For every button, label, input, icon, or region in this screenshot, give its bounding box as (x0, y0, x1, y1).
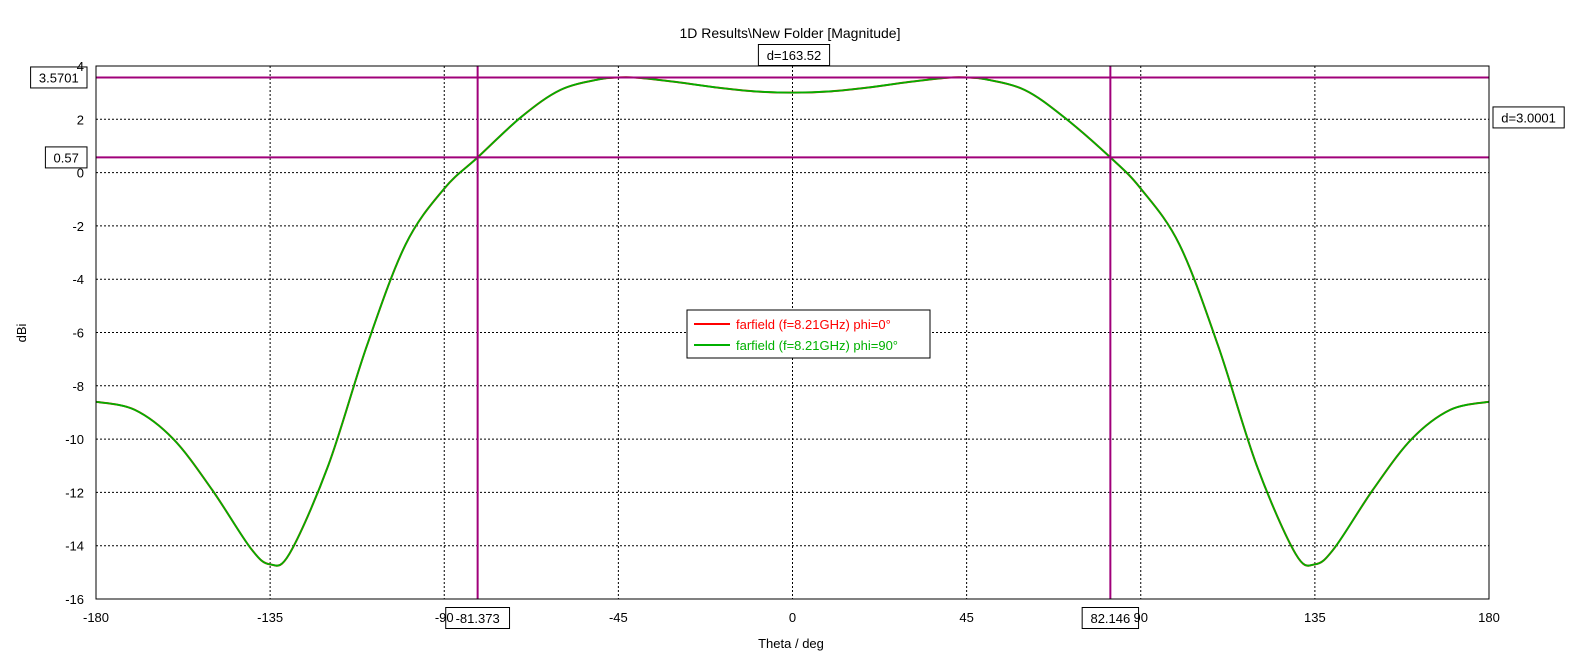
x-tick-label: 45 (959, 610, 973, 625)
marker-y-label-1-text: 3.5701 (39, 70, 79, 85)
marker-x-label-2[interactable]: 82.146 (1081, 607, 1140, 629)
x-tick-label: -45 (609, 610, 628, 625)
x-tick-label: -180 (83, 610, 109, 625)
y-tick-label: -6 (72, 326, 84, 341)
marker-x-label-1[interactable]: -81.373 (445, 607, 511, 629)
x-tick-label: 90 (1134, 610, 1148, 625)
y-tick-label: -8 (72, 379, 84, 394)
legend-box (686, 309, 931, 359)
marker-x-label-2-box (1081, 607, 1140, 629)
y-tick-label: -14 (65, 539, 84, 554)
x-tick-label: 135 (1304, 610, 1326, 625)
marker-y-label-1-box (30, 66, 88, 89)
marker-delta-y-box (1492, 106, 1565, 129)
legend-label-phi0: farfield (f=8.21GHz) phi=0° (736, 317, 891, 332)
y-tick-label: -2 (72, 219, 84, 234)
legend-label-phi90: farfield (f=8.21GHz) phi=90° (736, 338, 898, 353)
marker-y-label-2[interactable]: 0.57 (44, 146, 88, 169)
marker-y-label-2-box (44, 146, 88, 169)
marker-x-label-1-box (445, 607, 511, 629)
marker-x-label-1-text: -81.373 (456, 611, 500, 626)
y-tick-label: -16 (65, 592, 84, 607)
legend[interactable]: farfield (f=8.21GHz) phi=0° farfield (f=… (686, 309, 931, 359)
series-layer (95, 76, 1490, 567)
chart-title: 1D Results\New Folder [Magnitude] (680, 25, 901, 41)
y-tick-label: 2 (77, 112, 84, 127)
y-tick-label: 0 (77, 166, 84, 181)
x-tick-label: -135 (257, 610, 283, 625)
tick-labels: -180 -135 -90 -45 0 45 90 135 180 -16 -14 -12 -10 -8 -… (65, 59, 1500, 625)
marker-layer[interactable]: 3.5701 0.57 -81.373 82.146 d=163.52 d=3.0001 (30, 44, 1565, 629)
x-tick-label: 180 (1478, 610, 1500, 625)
marker-delta-y[interactable]: d=3.0001 (1492, 106, 1565, 129)
y-tick-label: -12 (65, 485, 84, 500)
y-tick-label: -4 (72, 272, 84, 287)
marker-y-label-2-text: 0.57 (54, 150, 79, 165)
plot-area-border (95, 65, 1490, 600)
marker-x-label-2-text: 82.146 (1090, 611, 1130, 626)
series-line-phi90 (95, 76, 1490, 567)
y-tick-label: 4 (77, 59, 84, 74)
y-tick-label: -10 (65, 432, 84, 447)
x-tick-label: -90 (435, 610, 454, 625)
y-axis-label: dBi (14, 323, 29, 342)
x-tick-label: 0 (789, 610, 796, 625)
marker-y-label-1[interactable]: 3.5701 (30, 66, 88, 89)
marker-delta-x[interactable]: d=163.52 (757, 44, 831, 66)
marker-delta-y-text: d=3.0001 (1501, 110, 1556, 125)
grid (96, 66, 1489, 599)
marker-delta-x-text: d=163.52 (767, 48, 822, 63)
x-axis-label: Theta / deg (758, 636, 824, 651)
